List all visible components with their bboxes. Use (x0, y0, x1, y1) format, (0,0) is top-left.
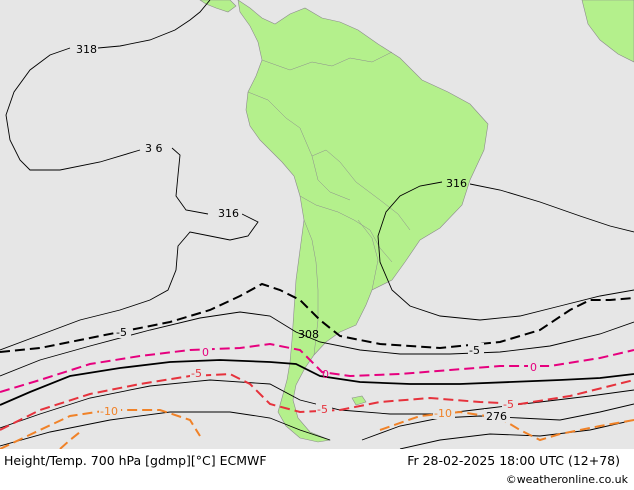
central-america-landmass (199, 0, 237, 13)
country-borders (247, 51, 411, 356)
map-footer: Height/Temp. 700 hPa [gdmp][°C] ECMWF Fr… (0, 449, 634, 490)
label-t0-b: 0 (322, 368, 329, 381)
valid-time: Fr 28-02-2025 18:00 UTC (12+78) (407, 453, 620, 468)
label-t0-c: 0 (530, 361, 537, 374)
label-t-minus5-red-b: -5 (317, 403, 328, 416)
contour-bold (0, 359, 634, 406)
isotherm-minus5-upper (0, 282, 634, 353)
label-t-minus5-b: -5 (469, 344, 480, 357)
label-h316-b: 316 (218, 207, 239, 220)
contour-316-c (377, 181, 634, 321)
contour-318 (97, 0, 211, 49)
contour-316-b (0, 213, 259, 351)
label-t-minus5-a: -5 (116, 326, 127, 339)
map-canvas: 318 3 6 316 316 308 276 -5 -5 0 0 0 -5 -… (0, 0, 634, 449)
land-layer (199, 0, 634, 443)
isotherm-minus5 (0, 372, 634, 431)
label-h276: 276 (486, 410, 507, 423)
credit-link[interactable]: ©weatheronline.co.uk (505, 473, 628, 486)
label-t-minus5-red-c: -5 (503, 398, 514, 411)
isotherm-0 (0, 342, 634, 393)
label-h308: 308 (298, 328, 319, 341)
temperature-contours (0, 282, 634, 449)
contour-lower-3 (399, 419, 634, 449)
weather-map: 318 3 6 316 316 308 276 -5 -5 0 0 0 -5 -… (0, 0, 634, 449)
isotherm-minus10 (0, 409, 201, 449)
isotherm-minus10-south (59, 431, 81, 449)
contour-316-d (469, 183, 634, 233)
contour-318-west (5, 47, 141, 171)
map-title: Height/Temp. 700 hPa [gdmp][°C] ECMWF (4, 453, 267, 468)
label-t-minus10-b: -10 (434, 407, 452, 420)
label-t-minus5-red-a: -5 (191, 367, 202, 380)
label-t-minus10-a: -10 (100, 405, 118, 418)
label-h316-a: 3 6 (145, 142, 163, 155)
label-h316-c: 316 (446, 177, 467, 190)
africa-landmass (581, 0, 634, 63)
contour-316-a (171, 147, 209, 215)
isotherm-minus10-east (379, 410, 634, 442)
south-america-landmass (237, 0, 489, 443)
label-h318: 318 (76, 43, 97, 56)
falklands-landmass (351, 395, 367, 406)
contour-lower-2 (0, 411, 331, 447)
label-t0-a: 0 (202, 346, 209, 359)
contour-labels: 318 3 6 316 316 308 276 -5 -5 0 0 0 -5 -… (74, 42, 540, 423)
